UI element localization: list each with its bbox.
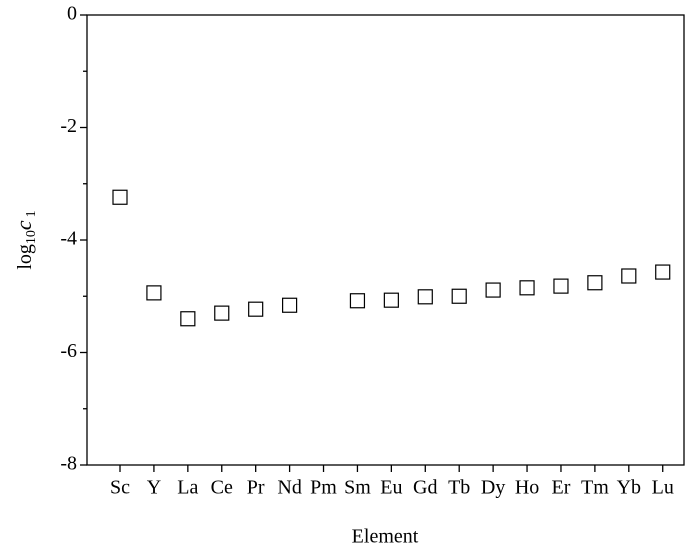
marker xyxy=(655,264,671,280)
x-tick-label: Sc xyxy=(110,477,130,499)
marker xyxy=(349,293,366,309)
x-tick-label: Pm xyxy=(310,477,337,499)
marker xyxy=(112,189,128,205)
marker xyxy=(282,297,298,313)
marker xyxy=(180,311,196,327)
x-tick-label: Sm xyxy=(344,477,371,499)
x-tick-label: Er xyxy=(552,477,571,499)
marker xyxy=(417,289,433,305)
y-tick-label: -2 xyxy=(60,115,77,137)
x-tick-label: Dy xyxy=(481,477,505,499)
plot-frame xyxy=(86,14,685,466)
y-label-base: log xyxy=(14,244,36,270)
y-label-var: c xyxy=(11,220,36,230)
y-tick-label: 0 xyxy=(67,3,77,25)
x-tick-label: Tb xyxy=(448,477,470,499)
y-label-var-sub: 1 xyxy=(24,210,39,217)
y-label-base-sub: 10 xyxy=(24,230,39,244)
marker xyxy=(146,285,162,301)
marker xyxy=(485,282,501,298)
x-tick-label: Ce xyxy=(211,477,233,499)
marker xyxy=(621,268,637,284)
y-tick-label: -4 xyxy=(60,228,77,250)
marker xyxy=(587,275,603,291)
x-tick-label: Nd xyxy=(277,477,301,499)
x-tick-label: Eu xyxy=(380,477,402,499)
x-tick-label: Pr xyxy=(247,477,265,499)
x-tick-label: La xyxy=(177,477,198,499)
marker xyxy=(248,301,264,317)
marker xyxy=(451,288,467,304)
y-tick-label: -8 xyxy=(60,453,77,475)
x-tick-label: Tm xyxy=(581,477,609,499)
x-tick-label: Yb xyxy=(617,477,641,499)
marker xyxy=(519,280,535,296)
x-tick-label: Lu xyxy=(652,477,674,499)
y-axis-label: log10c 1 xyxy=(11,210,39,269)
x-tick-label: Y xyxy=(147,477,161,499)
x-tick-label: Ho xyxy=(515,477,539,499)
marker xyxy=(214,305,230,321)
x-axis-label: Element xyxy=(352,526,419,548)
marker xyxy=(383,292,399,308)
marker xyxy=(553,278,569,294)
x-tick-label: Gd xyxy=(413,477,437,499)
y-tick-label: -6 xyxy=(60,340,77,362)
